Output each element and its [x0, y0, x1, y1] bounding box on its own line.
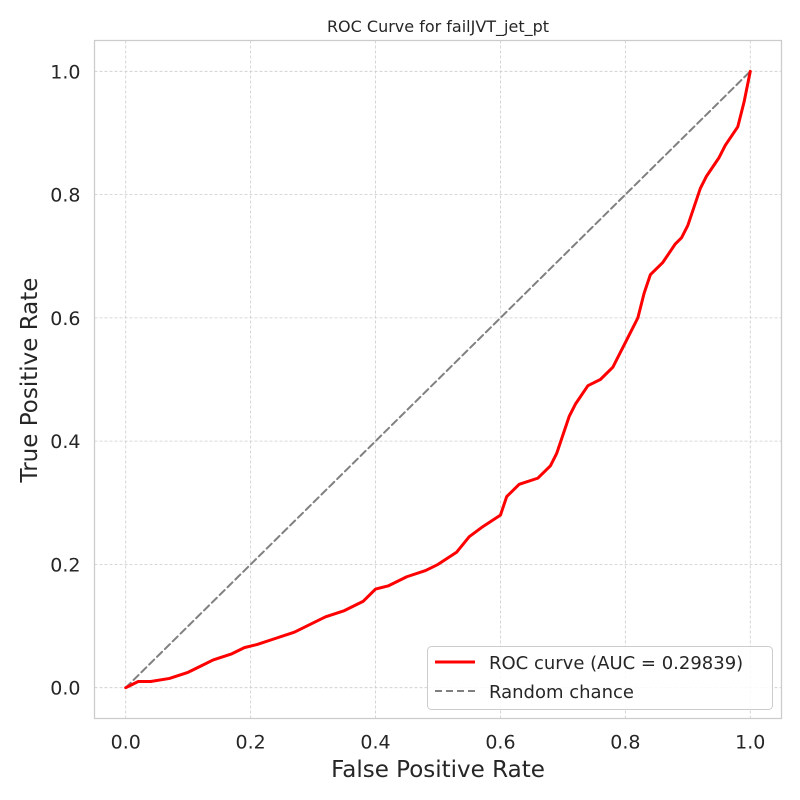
y-tick-label: 0.8	[50, 185, 80, 207]
x-tick-label: 0.0	[111, 732, 141, 754]
x-tick-label: 0.6	[485, 732, 515, 754]
chart-title: ROC Curve for failJVT_jet_pt	[327, 17, 549, 37]
legend-box	[427, 646, 773, 710]
x-axis-label: False Positive Rate	[331, 757, 545, 783]
y-axis-label: True Positive Rate	[17, 278, 43, 484]
y-tick-label: 0.4	[50, 431, 80, 453]
y-tick-label: 0.2	[50, 554, 80, 576]
x-tick-label: 1.0	[735, 732, 765, 754]
x-tick-label: 0.8	[610, 732, 640, 754]
x-tick-label: 0.4	[360, 732, 390, 754]
roc-curve-line	[124, 69, 752, 690]
y-tick-label: 0.6	[50, 308, 80, 330]
grid	[94, 40, 782, 719]
x-tick-label: 0.2	[236, 732, 266, 754]
plot-frame	[93, 39, 783, 720]
legend-random-label: Random chance	[489, 682, 634, 703]
legend: ROC curve (AUC = 0.29839) Random chance	[427, 646, 773, 710]
random-chance-line	[124, 70, 752, 689]
y-tick-label: 0.0	[50, 678, 80, 700]
tick-labels: 0.0 0.2 0.4 0.6 0.8 1.0 0.0 0.2 0.4 0.6 0.8 1.0	[50, 61, 765, 753]
series-layer	[124, 69, 752, 690]
y-tick-label: 1.0	[50, 61, 80, 83]
legend-roc-label: ROC curve (AUC = 0.29839)	[489, 653, 743, 674]
